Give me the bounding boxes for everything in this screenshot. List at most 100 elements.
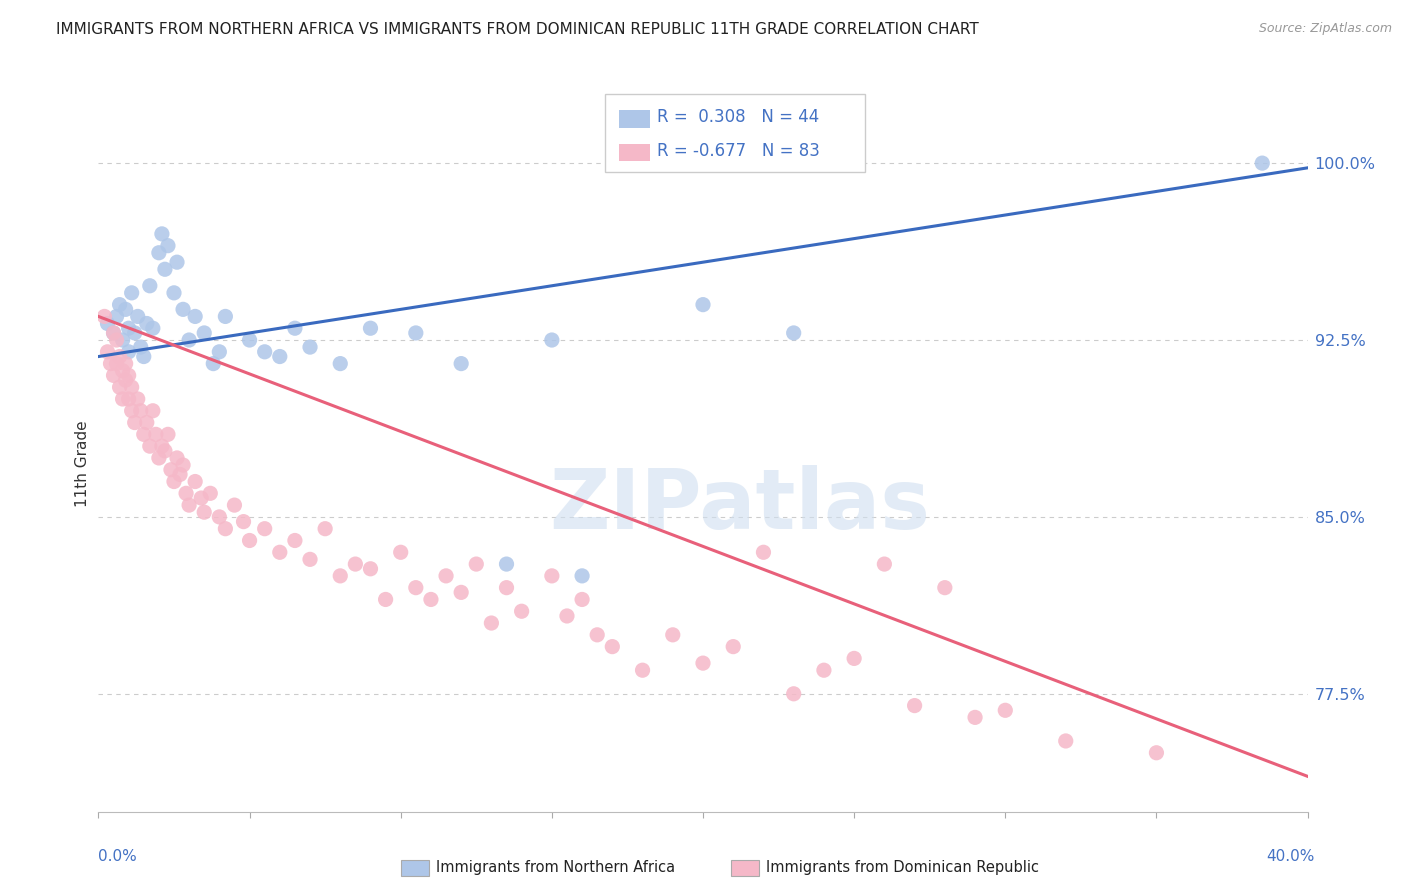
- Point: [139, 278, 162, 293]
- Point: [405, 581, 427, 595]
- Text: Source: ZipAtlas.com: Source: ZipAtlas.com: [1258, 22, 1392, 36]
- Point: [284, 321, 307, 335]
- Point: [129, 340, 152, 354]
- Point: [232, 515, 254, 529]
- Point: [150, 227, 173, 241]
- Point: [214, 310, 236, 324]
- Point: [121, 380, 143, 394]
- Point: [145, 427, 167, 442]
- Point: [389, 545, 412, 559]
- Text: IMMIGRANTS FROM NORTHERN AFRICA VS IMMIGRANTS FROM DOMINICAN REPUBLIC 11TH GRADE: IMMIGRANTS FROM NORTHERN AFRICA VS IMMIG…: [56, 22, 979, 37]
- Point: [118, 392, 141, 406]
- Point: [118, 321, 141, 335]
- Point: [934, 581, 956, 595]
- Point: [184, 310, 207, 324]
- Point: [994, 703, 1017, 717]
- Point: [148, 245, 170, 260]
- Point: [571, 569, 593, 583]
- Point: [208, 344, 231, 359]
- Point: [284, 533, 307, 548]
- Text: 0.0%: 0.0%: [98, 849, 138, 863]
- Point: [1146, 746, 1168, 760]
- Point: [202, 357, 225, 371]
- Point: [662, 628, 685, 642]
- Point: [108, 350, 131, 364]
- Point: [1251, 156, 1274, 170]
- Point: [105, 333, 128, 347]
- Point: [783, 687, 806, 701]
- Point: [965, 710, 987, 724]
- Point: [631, 663, 654, 677]
- Point: [96, 317, 118, 331]
- Text: ZIPatlas: ZIPatlas: [548, 465, 929, 546]
- Point: [179, 333, 201, 347]
- Point: [269, 350, 291, 364]
- Point: [541, 569, 564, 583]
- Point: [329, 357, 352, 371]
- Point: [172, 458, 194, 472]
- Point: [127, 310, 149, 324]
- Text: Immigrants from Dominican Republic: Immigrants from Dominican Republic: [766, 861, 1039, 875]
- Point: [465, 557, 488, 571]
- Point: [93, 310, 115, 324]
- Point: [329, 569, 352, 583]
- Point: [135, 317, 157, 331]
- Point: [179, 498, 201, 512]
- Point: [602, 640, 624, 654]
- Point: [299, 552, 322, 566]
- Point: [360, 562, 382, 576]
- Point: [163, 475, 186, 489]
- Point: [1054, 734, 1077, 748]
- Point: [124, 326, 146, 340]
- Point: [132, 350, 155, 364]
- Point: [114, 302, 136, 317]
- Point: [420, 592, 443, 607]
- Point: [224, 498, 246, 512]
- Point: [434, 569, 457, 583]
- Point: [103, 326, 125, 340]
- Point: [844, 651, 866, 665]
- Text: R =  0.308   N = 44: R = 0.308 N = 44: [657, 108, 818, 126]
- Point: [103, 326, 125, 340]
- Point: [813, 663, 835, 677]
- Point: [114, 357, 136, 371]
- Point: [208, 509, 231, 524]
- Point: [148, 450, 170, 465]
- Point: [450, 357, 472, 371]
- Y-axis label: 11th Grade: 11th Grade: [75, 420, 90, 508]
- Point: [174, 486, 197, 500]
- Point: [127, 392, 149, 406]
- Point: [114, 373, 136, 387]
- Point: [135, 416, 157, 430]
- Point: [405, 326, 427, 340]
- Point: [150, 439, 173, 453]
- Point: [360, 321, 382, 335]
- Point: [450, 585, 472, 599]
- Point: [166, 450, 188, 465]
- Point: [481, 615, 503, 630]
- Point: [105, 357, 128, 371]
- Point: [239, 533, 262, 548]
- Point: [344, 557, 367, 571]
- Point: [495, 557, 517, 571]
- Point: [111, 364, 134, 378]
- Point: [118, 344, 141, 359]
- Point: [163, 285, 186, 300]
- Point: [314, 522, 336, 536]
- Point: [873, 557, 896, 571]
- Point: [105, 310, 128, 324]
- Point: [142, 404, 165, 418]
- Point: [124, 416, 146, 430]
- Point: [172, 302, 194, 317]
- Point: [692, 656, 714, 670]
- Point: [111, 333, 134, 347]
- Point: [100, 357, 122, 371]
- Point: [200, 486, 222, 500]
- Point: [129, 404, 152, 418]
- Point: [586, 628, 609, 642]
- Point: [571, 592, 593, 607]
- Point: [723, 640, 745, 654]
- Point: [96, 344, 118, 359]
- Point: [239, 333, 262, 347]
- Point: [166, 255, 188, 269]
